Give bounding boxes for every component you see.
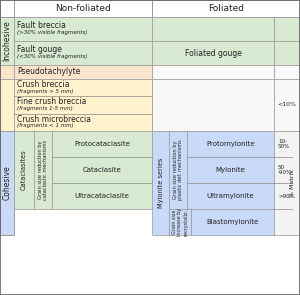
Text: Incohesive: Incohesive — [2, 21, 11, 61]
Bar — [187, 131, 274, 209]
Text: Cataclasite: Cataclasite — [82, 167, 122, 173]
Bar — [34, 131, 52, 209]
Bar — [274, 41, 300, 65]
Bar — [152, 131, 169, 235]
Bar — [14, 65, 152, 79]
Text: Mylonite series: Mylonite series — [158, 158, 164, 208]
Text: Grain size reduction by
cataclastic mechanisms: Grain size reduction by cataclastic mech… — [38, 140, 48, 200]
Bar — [14, 131, 34, 209]
Text: (<30% visible fragments): (<30% visible fragments) — [17, 54, 87, 59]
Bar — [169, 209, 191, 235]
Bar — [152, 17, 274, 41]
Text: 10-
50%: 10- 50% — [278, 139, 290, 149]
Text: Ultramylonite: Ultramylonite — [207, 193, 254, 199]
Text: Crush breccia: Crush breccia — [17, 80, 70, 89]
Text: Ultracataclasite: Ultracataclasite — [75, 193, 129, 199]
Text: >90%: >90% — [278, 194, 295, 199]
Text: Protocataclasite: Protocataclasite — [74, 141, 130, 147]
Text: (>30% visible fragments): (>30% visible fragments) — [17, 30, 87, 35]
Text: (fragments > 5 mm): (fragments > 5 mm) — [17, 89, 74, 94]
Text: (fragments 1-5 mm): (fragments 1-5 mm) — [17, 106, 73, 111]
Bar — [52, 131, 152, 209]
Text: Cohesive: Cohesive — [2, 165, 11, 200]
Bar — [191, 209, 274, 235]
Bar — [152, 79, 274, 131]
Text: Crush microbreccia: Crush microbreccia — [17, 115, 91, 124]
Bar — [14, 17, 152, 41]
Bar — [14, 0, 300, 17]
Text: Mylonite: Mylonite — [216, 167, 245, 173]
Bar — [0, 131, 14, 235]
Bar — [274, 79, 300, 131]
Text: Fault gouge: Fault gouge — [17, 45, 62, 55]
Bar — [0, 0, 14, 17]
Text: Grain size
increase by
recrystaliz.: Grain size increase by recrystaliz. — [172, 208, 188, 236]
Bar — [0, 17, 14, 65]
Text: Foliated: Foliated — [208, 4, 244, 13]
Bar — [152, 65, 274, 79]
Text: % Matrix: % Matrix — [290, 169, 296, 197]
Bar — [152, 0, 300, 17]
Bar — [169, 131, 187, 209]
Text: 50
-90%: 50 -90% — [278, 165, 292, 176]
Bar — [14, 79, 152, 131]
Text: Pseudotachylyte: Pseudotachylyte — [17, 68, 80, 76]
Text: Protomylonite: Protomylonite — [206, 141, 255, 147]
Text: Cataclasites: Cataclasites — [21, 150, 27, 190]
Text: <10%: <10% — [277, 102, 296, 107]
Bar — [14, 0, 152, 17]
Bar — [274, 131, 300, 235]
Text: Foliated gouge: Foliated gouge — [184, 48, 242, 58]
Bar — [0, 65, 14, 79]
Text: (fragments < 1 mm): (fragments < 1 mm) — [17, 123, 74, 128]
Bar — [152, 41, 274, 65]
Text: Fault breccia: Fault breccia — [17, 22, 66, 30]
Text: Grain size reduction by
plastic def. mechanisms: Grain size reduction by plastic def. mec… — [172, 140, 183, 200]
Bar — [0, 79, 14, 131]
Text: Non-foliated: Non-foliated — [55, 4, 111, 13]
Text: Fine crush breccia: Fine crush breccia — [17, 98, 86, 106]
Bar — [274, 17, 300, 41]
Text: Blastomylonite: Blastomylonite — [206, 219, 259, 225]
Bar — [274, 65, 300, 79]
Bar — [14, 41, 152, 65]
